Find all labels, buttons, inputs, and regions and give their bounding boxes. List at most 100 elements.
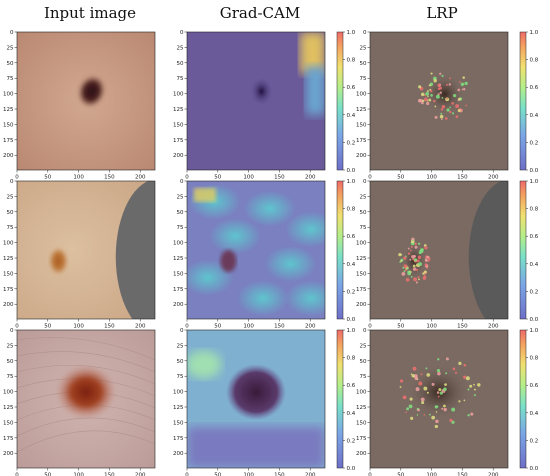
gradcam-blob (285, 280, 325, 317)
x-tick-label: 150 (457, 175, 468, 181)
colorbar-tick-label: 0.8 (347, 207, 356, 213)
y-tick-label: 0 (363, 328, 367, 334)
y-tick-label: 125 (173, 256, 184, 262)
lrp-relevance-dot (443, 387, 447, 392)
lrp-relevance-dot (406, 267, 409, 270)
y-tick-label: 100 (356, 92, 367, 98)
lrp-relevance-dot (414, 242, 417, 246)
lrp-relevance-dot (416, 414, 419, 416)
lrp-relevance-dot (435, 411, 438, 413)
gradcam-lesion (226, 364, 286, 421)
lrp-relevance-dot (412, 264, 416, 268)
colorbar-tick-label: 1.0 (530, 30, 539, 36)
lrp-relevance-dot (398, 253, 402, 257)
lrp-relevance-dot (412, 366, 417, 371)
panel-r1-c3: 0 50 100 150 200 0 25 50 75 100 125 150 175 200 0.0 0.2… (356, 30, 539, 181)
lrp-relevance-dot (459, 81, 461, 83)
lrp-relevance-dot (445, 357, 449, 361)
lrp-relevance-dot (417, 276, 420, 279)
y-tick-label: 25 (7, 194, 14, 200)
colorbar (519, 180, 527, 320)
lrp-relevance-dot (474, 388, 476, 391)
y-tick-label: 150 (3, 420, 14, 426)
lrp-relevance-dot (407, 270, 410, 274)
panel-frame (369, 31, 509, 171)
gradcam-lesion (220, 250, 237, 273)
lrp-relevance-dot (458, 97, 461, 101)
lrp-relevance-dot (449, 418, 453, 423)
panel-frame (186, 180, 326, 320)
lrp-relevance-dot (410, 245, 413, 248)
x-tick-label: 200 (305, 324, 316, 330)
colorbar-tick-label: 0.4 (530, 262, 539, 268)
lrp-relevance-dot (425, 367, 428, 370)
lrp-relevance-dot (433, 79, 437, 83)
lrp-relevance-dot (467, 388, 470, 391)
lrp-relevance-dot (409, 249, 412, 252)
lrp-relevance-dot (473, 394, 476, 397)
lrp-relevance-dot (463, 88, 466, 91)
colorbar-tick-label: 0.0 (347, 466, 356, 472)
lrp-relevance-dot (469, 384, 473, 388)
lrp-relevance-dot (418, 251, 422, 255)
x-tick-label: 150 (274, 175, 285, 181)
lrp-relevance-dot (418, 381, 423, 386)
lrp-relevance-dot (423, 244, 427, 247)
lrp-relevance-dot (436, 369, 441, 373)
y-tick-label: 25 (7, 343, 14, 349)
lrp-relevance-dot (435, 419, 439, 424)
gradcam-hot (193, 187, 216, 202)
column-title-input: Input image (43, 4, 137, 22)
lrp-relevance-dot (420, 373, 423, 376)
gradcam-blob (209, 218, 262, 255)
lrp-relevance-dot (420, 397, 425, 402)
x-tick-label: 100 (426, 473, 437, 476)
lrp-relevance-dot (430, 72, 433, 75)
y-tick-label: 75 (360, 76, 367, 82)
lrp-relevance-dot (465, 376, 470, 381)
lrp-relevance-dot (457, 109, 461, 113)
x-tick-label: 0 (185, 324, 189, 330)
lrp-relevance-dot (461, 88, 464, 91)
colorbar (336, 329, 344, 469)
lrp-relevance-dot (438, 388, 442, 392)
x-tick-label: 50 (397, 473, 404, 476)
y-tick-label: 50 (360, 210, 367, 216)
lrp-relevance-dot (401, 272, 406, 276)
y-tick-label: 100 (3, 92, 14, 98)
panel-frame (186, 31, 326, 171)
lrp-relevance-dot (415, 268, 419, 271)
y-tick-label: 75 (360, 225, 367, 231)
panel-frame (16, 180, 156, 320)
y-tick-label: 25 (360, 343, 367, 349)
x-tick-label: 200 (305, 175, 316, 181)
x-tick-label: 0 (15, 324, 19, 330)
lrp-relevance-dot (473, 383, 475, 386)
y-tick-label: 75 (177, 225, 184, 231)
colorbar-tick-label: 0.0 (347, 317, 356, 323)
gradcam-blob (187, 259, 234, 296)
x-tick-label: 200 (488, 324, 499, 330)
lrp-relevance-dot (424, 97, 428, 102)
lrp-relevance-dot (441, 118, 443, 121)
x-tick-label: 50 (44, 175, 51, 181)
lrp-relevance-dot (439, 72, 442, 75)
lrp-relevance-dot (406, 407, 410, 411)
y-tick-label: 175 (3, 138, 14, 144)
lrp-relevance-dot (437, 358, 440, 361)
dark-corner (115, 181, 155, 319)
colorbar-tick-label: 0.6 (347, 234, 356, 240)
y-tick-label: 175 (356, 287, 367, 293)
lrp-relevance-dot (464, 81, 468, 86)
y-tick-label: 100 (173, 241, 184, 247)
lrp-relevance-dot (414, 245, 418, 249)
y-tick-label: 150 (173, 420, 184, 426)
lrp-relevance-dot (458, 361, 462, 366)
panel-frame (369, 180, 509, 320)
y-tick-label: 75 (7, 76, 14, 82)
y-tick-label: 200 (3, 153, 14, 159)
lrp-relevance-dot (418, 278, 420, 281)
lrp-relevance-dot (418, 85, 422, 89)
y-tick-label: 100 (173, 92, 184, 98)
lrp-relevance-dot (410, 373, 413, 376)
